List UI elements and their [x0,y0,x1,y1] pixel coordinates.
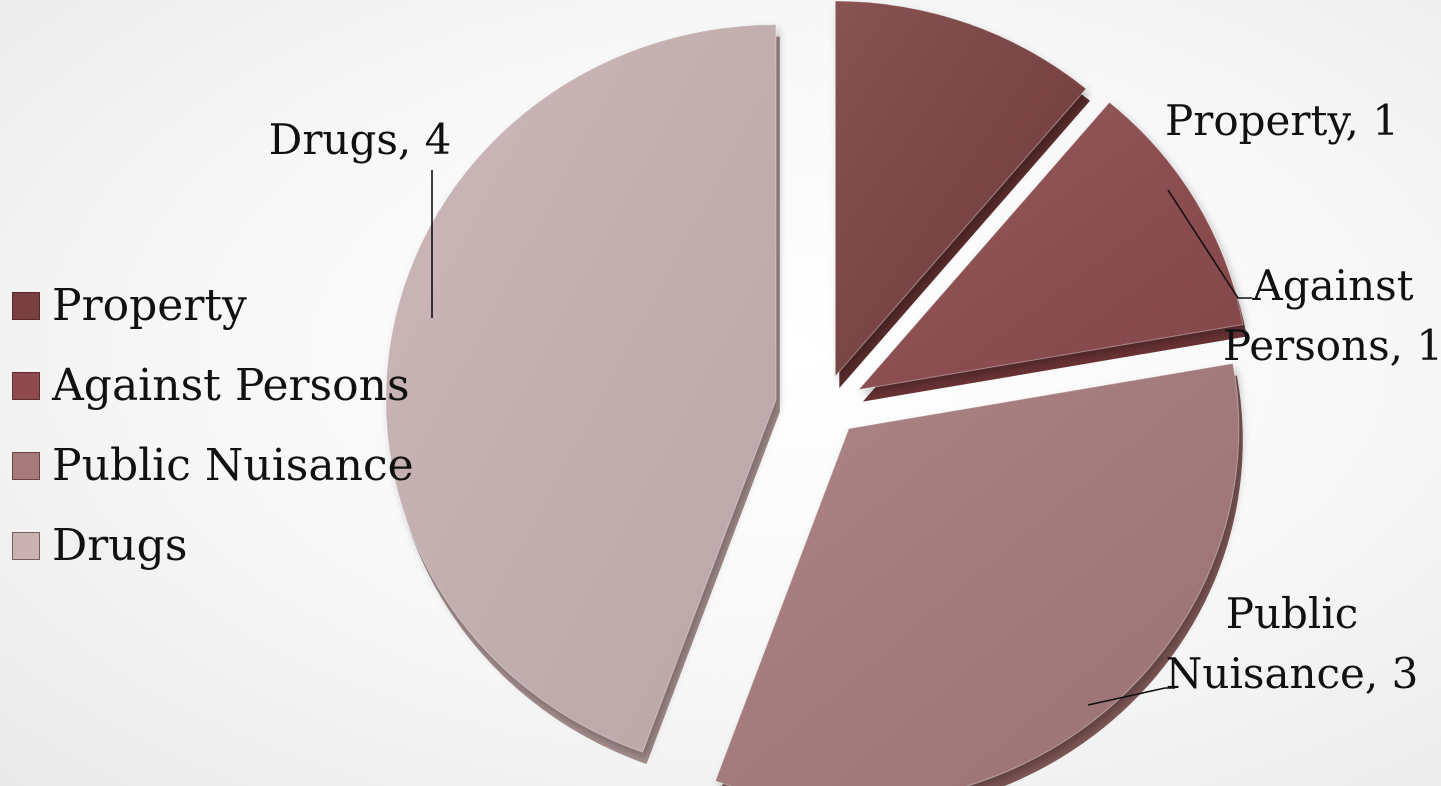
chart-legend: Property Against Persons Public Nuisance… [12,266,432,586]
data-label-drugs: Drugs, 4 [269,115,452,164]
legend-swatch-against-persons [12,372,40,400]
legend-item-against-persons: Against Persons [12,346,432,426]
legend-item-property: Property [12,266,432,346]
legend-label-drugs: Drugs [52,520,188,571]
leader-line-public-nuisance [1087,687,1175,706]
pie-slice-sheen-property [835,1,1087,377]
legend-label-property: Property [52,280,247,331]
legend-item-drugs: Drugs [12,506,432,586]
legend-swatch-drugs [12,532,40,560]
data-label-against-persons: Against Persons, 1 [1223,261,1441,370]
legend-item-public-nuisance: Public Nuisance [12,426,432,506]
legend-label-public-nuisance: Public Nuisance [52,440,414,491]
pie-slice-sheen-drugs [385,24,776,753]
data-label-property: Property, 1 [1165,96,1399,145]
data-label-public-nuisance: Public Nuisance, 3 [1166,589,1419,698]
leader-line-against-persons [1167,189,1252,299]
legend-swatch-property [12,292,40,320]
legend-label-against-persons: Against Persons [52,360,410,411]
legend-swatch-public-nuisance [12,452,40,480]
pie-slice-sheen-against-persons [858,102,1243,390]
pie-slice-sheen-public-nuisance [715,363,1239,786]
